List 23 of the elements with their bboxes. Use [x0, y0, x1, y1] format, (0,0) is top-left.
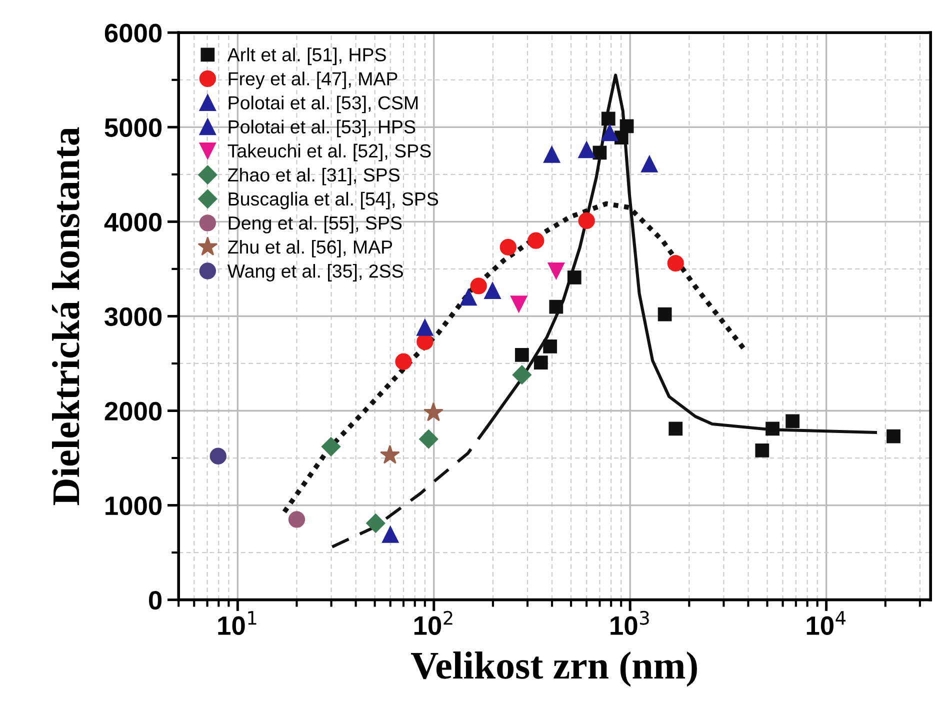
legend-label: Wang et al. [35], 2SS	[227, 264, 403, 282]
x-tick-label: 10$^{1}$	[218, 611, 256, 635]
y-tick-label: 4000	[104, 212, 162, 232]
legend-label: Zhu et al. [56], MAP	[228, 240, 392, 258]
y-tick-label: 1000	[106, 496, 162, 516]
y-tick-label: 3000	[104, 307, 162, 326]
legend-label: Polotai et al. [53], CSM	[228, 96, 418, 114]
x-tick-label: 10$^{3}$	[610, 610, 649, 635]
legend-label: Zhao et al. [31], SPS	[228, 168, 400, 186]
legend-label: Arlt et al. [51], HPS	[227, 48, 386, 66]
x-tick-label: 10$^{4}$	[806, 611, 846, 635]
y-tick-label: 5000	[104, 118, 162, 137]
y-tick-label: 0	[148, 590, 162, 610]
y-tick-label: 2000	[104, 402, 162, 421]
legend-label: Takeuchi et al. [52], SPS	[228, 144, 431, 162]
y-tick-label: 6000	[104, 24, 162, 42]
x-tick-label: 10$^{2}$	[414, 610, 452, 635]
y-axis-title: Dielektrická konstanta	[52, 127, 80, 506]
x-axis-title: Velikost zrn (nm)	[411, 651, 697, 687]
legend-label: Frey et al. [47], MAP	[228, 72, 398, 90]
legend-label: Buscaglia et al. [54], SPS	[228, 192, 438, 210]
legend-label: Deng et al. [55], SPS	[228, 216, 402, 234]
legend-label: Polotai et al. [53], HPS	[228, 120, 416, 138]
